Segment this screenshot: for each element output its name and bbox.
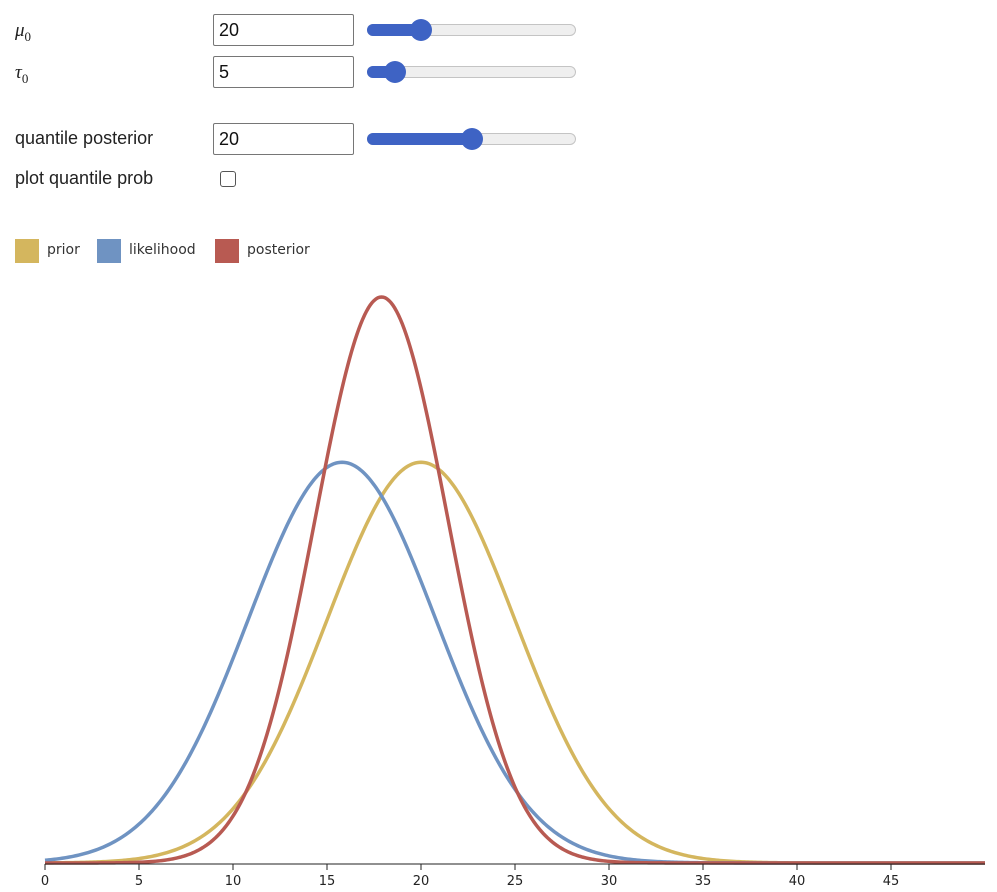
x-tick-label: 40 xyxy=(789,874,806,889)
curve-likelihood xyxy=(44,460,985,865)
tau0-slider-thumb[interactable] xyxy=(383,61,406,83)
x-tick-label: 5 xyxy=(135,874,143,889)
quantile-posterior-slider-fill xyxy=(367,133,472,145)
legend-label-likelihood: likelihood xyxy=(129,242,196,258)
curve-posterior xyxy=(45,295,985,865)
x-tick-label: 15 xyxy=(319,874,336,889)
legend-label-prior: prior xyxy=(47,242,80,258)
tau0-input[interactable] xyxy=(213,56,354,88)
x-tick-label: 45 xyxy=(883,874,900,889)
legend-swatch-likelihood xyxy=(97,239,121,263)
mu0-slider[interactable] xyxy=(367,19,576,41)
legend-swatch-posterior xyxy=(215,239,239,263)
mu0-input[interactable] xyxy=(213,14,354,46)
legend-swatch-prior xyxy=(15,239,39,263)
tau0-slider[interactable] xyxy=(367,61,576,83)
x-tick-label: 0 xyxy=(41,874,49,889)
quantile-posterior-slider[interactable] xyxy=(367,128,576,150)
mu0-label: μ0 xyxy=(15,20,32,44)
quantile-posterior-label: quantile posterior xyxy=(15,128,154,148)
quantile-posterior-slider-thumb[interactable] xyxy=(460,128,483,150)
density-chart: 0 5 10 15 20 25 30 35 40 45 xyxy=(41,295,985,889)
x-tick-label: 25 xyxy=(507,874,524,889)
plot-quantile-prob-label: plot quantile prob xyxy=(15,168,154,188)
quantile-posterior-input[interactable] xyxy=(213,123,354,155)
x-tick-label: 35 xyxy=(695,874,712,889)
plot-quantile-prob-checkbox[interactable] xyxy=(220,171,236,187)
legend-label-posterior: posterior xyxy=(247,242,310,258)
tau0-label: τ0 xyxy=(15,62,29,86)
curve-prior xyxy=(44,460,985,865)
x-tick-label: 20 xyxy=(413,874,430,889)
mu0-slider-thumb[interactable] xyxy=(410,19,432,41)
mu0-slider-fill xyxy=(367,24,421,36)
x-tick-label: 10 xyxy=(225,874,242,889)
x-tick-label: 30 xyxy=(601,874,618,889)
